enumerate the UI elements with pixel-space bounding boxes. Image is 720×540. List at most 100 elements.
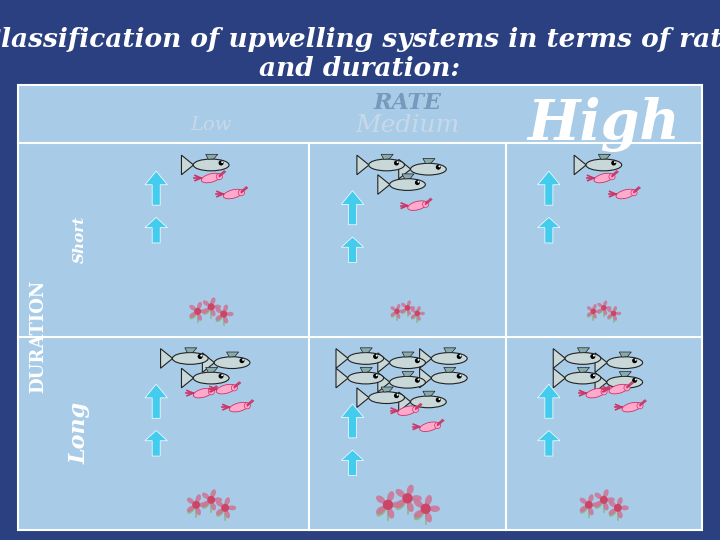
Ellipse shape bbox=[607, 308, 612, 313]
Circle shape bbox=[221, 161, 223, 163]
Ellipse shape bbox=[425, 512, 432, 522]
Ellipse shape bbox=[211, 309, 215, 316]
Ellipse shape bbox=[621, 505, 629, 510]
Ellipse shape bbox=[420, 422, 439, 431]
Ellipse shape bbox=[193, 372, 229, 384]
Ellipse shape bbox=[593, 313, 597, 319]
Circle shape bbox=[238, 190, 244, 196]
Ellipse shape bbox=[616, 312, 621, 315]
Ellipse shape bbox=[613, 315, 617, 321]
Ellipse shape bbox=[414, 510, 423, 518]
FancyArrow shape bbox=[341, 450, 364, 476]
Ellipse shape bbox=[211, 503, 216, 510]
Circle shape bbox=[593, 374, 595, 376]
FancyArrow shape bbox=[538, 384, 560, 418]
Circle shape bbox=[402, 493, 413, 503]
Ellipse shape bbox=[595, 492, 602, 499]
Circle shape bbox=[376, 374, 378, 376]
Text: Long: Long bbox=[69, 402, 91, 464]
Ellipse shape bbox=[395, 500, 405, 508]
Polygon shape bbox=[619, 372, 631, 376]
Ellipse shape bbox=[203, 300, 210, 306]
Polygon shape bbox=[336, 368, 348, 388]
Circle shape bbox=[244, 403, 251, 409]
Circle shape bbox=[216, 174, 222, 180]
Circle shape bbox=[438, 398, 441, 400]
Ellipse shape bbox=[608, 314, 613, 320]
Circle shape bbox=[590, 308, 596, 314]
Ellipse shape bbox=[395, 489, 405, 497]
Circle shape bbox=[397, 161, 399, 163]
Ellipse shape bbox=[586, 159, 621, 171]
Ellipse shape bbox=[211, 489, 216, 497]
Ellipse shape bbox=[411, 495, 422, 502]
Ellipse shape bbox=[348, 353, 384, 364]
Ellipse shape bbox=[588, 494, 594, 502]
Ellipse shape bbox=[193, 159, 229, 171]
Ellipse shape bbox=[401, 308, 407, 314]
Ellipse shape bbox=[223, 189, 243, 199]
Ellipse shape bbox=[608, 509, 616, 515]
Ellipse shape bbox=[417, 306, 420, 312]
Circle shape bbox=[198, 354, 203, 359]
Circle shape bbox=[394, 393, 399, 398]
Circle shape bbox=[220, 310, 228, 318]
Polygon shape bbox=[399, 159, 411, 179]
Ellipse shape bbox=[202, 501, 210, 509]
Ellipse shape bbox=[411, 314, 417, 320]
Ellipse shape bbox=[607, 357, 643, 368]
Ellipse shape bbox=[215, 308, 222, 313]
Circle shape bbox=[221, 504, 229, 512]
Polygon shape bbox=[402, 372, 414, 376]
Circle shape bbox=[397, 394, 399, 396]
Ellipse shape bbox=[223, 316, 228, 323]
Ellipse shape bbox=[414, 500, 423, 508]
Polygon shape bbox=[420, 349, 432, 368]
Ellipse shape bbox=[203, 308, 210, 313]
Circle shape bbox=[192, 501, 200, 509]
Circle shape bbox=[614, 504, 622, 512]
Ellipse shape bbox=[391, 312, 396, 318]
FancyArrow shape bbox=[145, 218, 167, 243]
Ellipse shape bbox=[603, 489, 608, 497]
Text: High: High bbox=[528, 98, 680, 152]
Circle shape bbox=[231, 384, 238, 391]
Ellipse shape bbox=[593, 304, 597, 309]
Ellipse shape bbox=[587, 306, 592, 310]
Ellipse shape bbox=[392, 502, 402, 508]
Ellipse shape bbox=[606, 306, 611, 309]
FancyArrow shape bbox=[341, 404, 364, 438]
Circle shape bbox=[590, 374, 595, 379]
Ellipse shape bbox=[414, 510, 424, 521]
Ellipse shape bbox=[227, 312, 234, 316]
Polygon shape bbox=[420, 368, 432, 388]
Circle shape bbox=[459, 374, 462, 376]
Polygon shape bbox=[185, 348, 197, 353]
Ellipse shape bbox=[196, 508, 201, 515]
Ellipse shape bbox=[189, 312, 197, 319]
Ellipse shape bbox=[430, 505, 440, 512]
Polygon shape bbox=[598, 154, 611, 159]
Circle shape bbox=[200, 355, 202, 356]
Circle shape bbox=[635, 379, 636, 380]
Ellipse shape bbox=[407, 310, 411, 315]
Ellipse shape bbox=[594, 173, 613, 183]
Circle shape bbox=[601, 389, 607, 395]
Circle shape bbox=[456, 354, 462, 359]
Polygon shape bbox=[381, 154, 393, 159]
Polygon shape bbox=[381, 387, 393, 392]
Polygon shape bbox=[206, 367, 217, 373]
FancyArrow shape bbox=[538, 171, 560, 205]
Ellipse shape bbox=[411, 314, 416, 319]
Ellipse shape bbox=[199, 502, 207, 508]
Ellipse shape bbox=[189, 305, 196, 310]
Polygon shape bbox=[378, 353, 390, 373]
Polygon shape bbox=[227, 352, 238, 357]
Circle shape bbox=[423, 201, 428, 207]
Ellipse shape bbox=[565, 353, 600, 364]
Ellipse shape bbox=[216, 384, 235, 394]
Circle shape bbox=[418, 359, 420, 361]
Ellipse shape bbox=[607, 497, 615, 502]
Ellipse shape bbox=[407, 300, 411, 306]
Circle shape bbox=[413, 406, 419, 413]
